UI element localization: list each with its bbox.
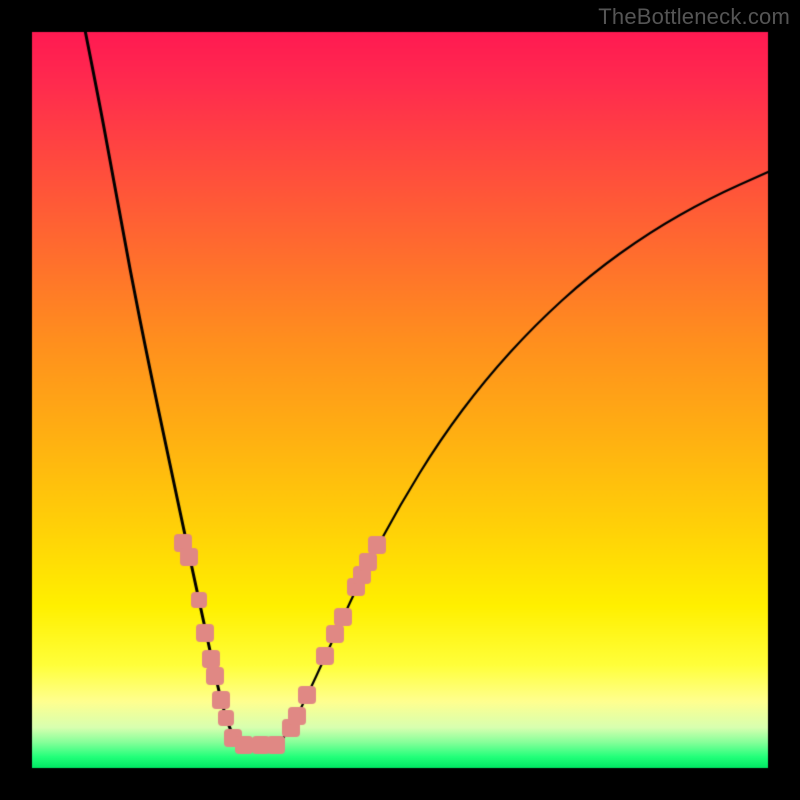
watermark-text: TheBottleneck.com <box>598 4 790 30</box>
chart-root: TheBottleneck.com <box>0 0 800 800</box>
bottleneck-curve-chart <box>0 0 800 800</box>
